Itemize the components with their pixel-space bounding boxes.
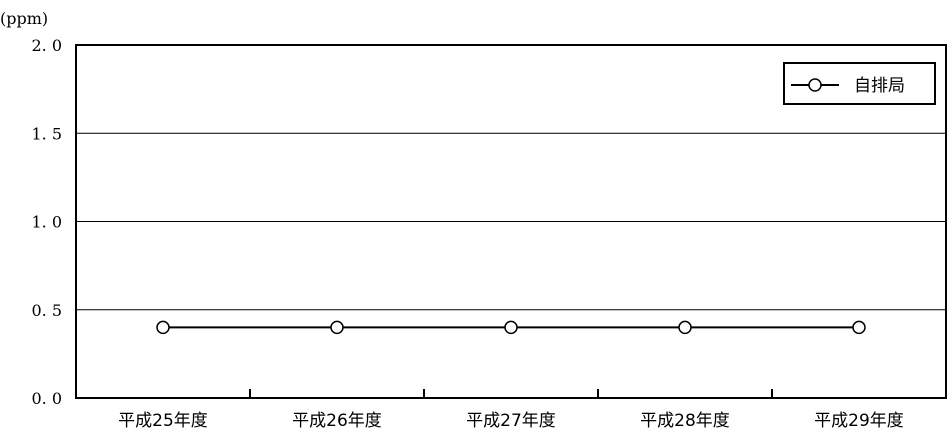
y-tick-label: 0. 0 <box>31 389 62 408</box>
y-tick-label: 0. 5 <box>31 301 62 320</box>
x-tick-label: 平成28年度 <box>640 411 730 431</box>
x-tick-label: 平成27年度 <box>466 411 556 431</box>
series-layer <box>156 320 866 335</box>
y-tick-label: 1. 5 <box>31 124 62 143</box>
x-axis-ticks: 平成25年度 平成26年度 平成27年度 平成28年度 平成29年度 <box>118 389 904 431</box>
data-point <box>504 320 518 335</box>
data-point <box>678 320 692 335</box>
y-tick-label: 1. 0 <box>31 213 62 232</box>
data-point <box>330 320 344 335</box>
legend-marker-swatch <box>808 78 822 92</box>
x-tick-label: 平成26年度 <box>292 411 382 431</box>
data-point <box>852 320 866 335</box>
y-axis-ticks: 0. 0 0. 5 1. 0 1. 5 2. 0 <box>31 36 62 408</box>
x-tick-label: 平成29年度 <box>814 411 904 431</box>
gridlines <box>76 132 946 311</box>
x-tick-label: 平成25年度 <box>118 411 208 431</box>
y-tick-label: 2. 0 <box>31 36 62 55</box>
y-unit-label: (ppm) <box>0 9 48 28</box>
legend: 自排局 <box>783 62 936 105</box>
data-point <box>156 320 170 335</box>
legend-label: 自排局 <box>854 76 905 96</box>
plot-area-frame <box>75 44 947 399</box>
